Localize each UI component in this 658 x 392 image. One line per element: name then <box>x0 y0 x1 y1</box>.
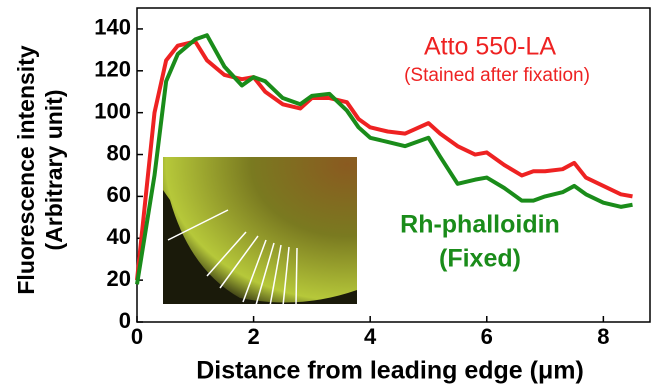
x-tick-label: 4 <box>364 324 377 349</box>
series-note: (Fixed) <box>439 245 521 273</box>
inset-image <box>163 157 357 306</box>
y-axis-label: (Arbitrary unit) <box>41 90 67 251</box>
y-tick-label: 20 <box>107 266 131 291</box>
y-tick-label: 140 <box>94 15 131 40</box>
x-tick-label: 0 <box>131 324 143 349</box>
y-tick-label: 100 <box>94 98 131 123</box>
series-label: Atto 550-LA <box>424 33 556 61</box>
y-axis-label: Fluorescence intensity <box>13 45 39 294</box>
y-tick-label: 120 <box>94 57 131 82</box>
x-tick-label: 2 <box>247 324 259 349</box>
x-axis-label: Distance from leading edge (μm) <box>196 357 584 385</box>
series-note: (Stained after fixation) <box>404 65 590 86</box>
chart: Distance from leading edge (μm) Fluoresc… <box>0 0 658 392</box>
y-tick-label: 0 <box>119 308 131 333</box>
y-tick-label: 80 <box>107 140 131 165</box>
y-tick-label: 60 <box>107 182 131 207</box>
x-tick-label: 8 <box>597 324 609 349</box>
series-label: Rh-phalloidin <box>400 211 560 239</box>
y-tick-label: 40 <box>107 224 131 249</box>
x-tick-label: 6 <box>481 324 493 349</box>
